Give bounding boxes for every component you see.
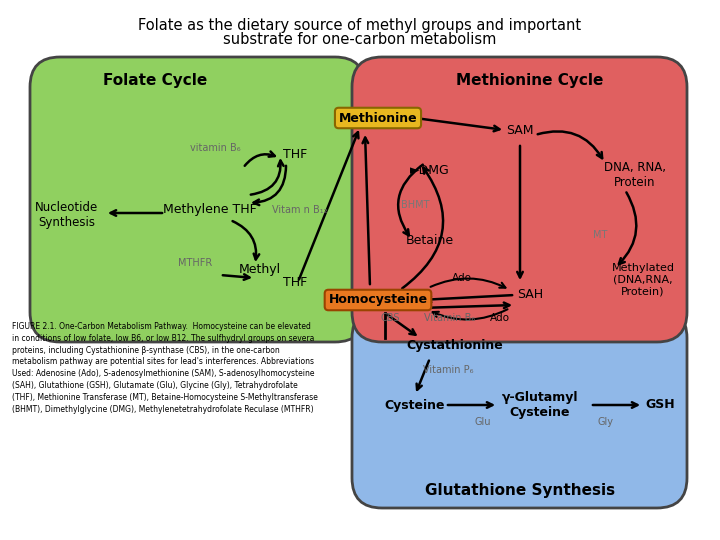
Text: THF: THF bbox=[283, 148, 307, 161]
Text: Nucleotide
Synthesis: Nucleotide Synthesis bbox=[35, 201, 99, 229]
Text: GSH: GSH bbox=[645, 399, 675, 411]
Text: Folate Cycle: Folate Cycle bbox=[103, 72, 207, 87]
Text: Vitam n B₁₂: Vitam n B₁₂ bbox=[272, 205, 328, 215]
Text: Glutathione Synthesis: Glutathione Synthesis bbox=[425, 483, 615, 497]
Text: BHMT: BHMT bbox=[401, 200, 429, 210]
Text: FIGURE 2.1. One-Carbon Metabolism Pathway.  Homocysteine can be elevated
in cond: FIGURE 2.1. One-Carbon Metabolism Pathwa… bbox=[12, 322, 318, 414]
Text: Homocysteine: Homocysteine bbox=[328, 294, 428, 307]
Text: Methylene THF: Methylene THF bbox=[163, 204, 257, 217]
Text: SAH: SAH bbox=[517, 288, 543, 301]
Text: substrate for one-carbon metabolism: substrate for one-carbon metabolism bbox=[223, 32, 497, 47]
Text: Vitamin B₆: Vitamin B₆ bbox=[424, 313, 476, 323]
Text: vitamin B₆: vitamin B₆ bbox=[189, 143, 240, 153]
Text: Vitamin P₆: Vitamin P₆ bbox=[423, 365, 473, 375]
Text: CBS: CBS bbox=[380, 313, 400, 323]
Text: Methionine Cycle: Methionine Cycle bbox=[456, 72, 603, 87]
Text: Ado: Ado bbox=[452, 273, 472, 283]
FancyBboxPatch shape bbox=[352, 308, 687, 508]
Text: DNA, RNA,
Protein: DNA, RNA, Protein bbox=[604, 161, 666, 189]
Text: Cystathionine: Cystathionine bbox=[407, 339, 503, 352]
FancyBboxPatch shape bbox=[352, 57, 687, 342]
Text: Ado: Ado bbox=[490, 313, 510, 323]
Text: Gly: Gly bbox=[597, 417, 613, 427]
Text: Glu: Glu bbox=[474, 417, 491, 427]
Text: Methionine: Methionine bbox=[338, 111, 418, 125]
Text: Cysteine: Cysteine bbox=[384, 399, 445, 411]
Text: SAM: SAM bbox=[506, 124, 534, 137]
Text: THF: THF bbox=[283, 276, 307, 289]
Text: Methyl: Methyl bbox=[239, 264, 281, 276]
Text: Methylated
(DNA,RNA,
Protein): Methylated (DNA,RNA, Protein) bbox=[611, 264, 675, 296]
Text: γ-Glutamyl
Cysteine: γ-Glutamyl Cysteine bbox=[502, 391, 578, 419]
Text: Folate as the dietary source of methyl groups and important: Folate as the dietary source of methyl g… bbox=[138, 18, 582, 33]
FancyBboxPatch shape bbox=[30, 57, 365, 342]
Text: ►DMG: ►DMG bbox=[410, 164, 450, 177]
Text: MTHFR: MTHFR bbox=[178, 258, 212, 268]
Text: Betaine: Betaine bbox=[406, 233, 454, 246]
Text: MT: MT bbox=[593, 230, 607, 240]
